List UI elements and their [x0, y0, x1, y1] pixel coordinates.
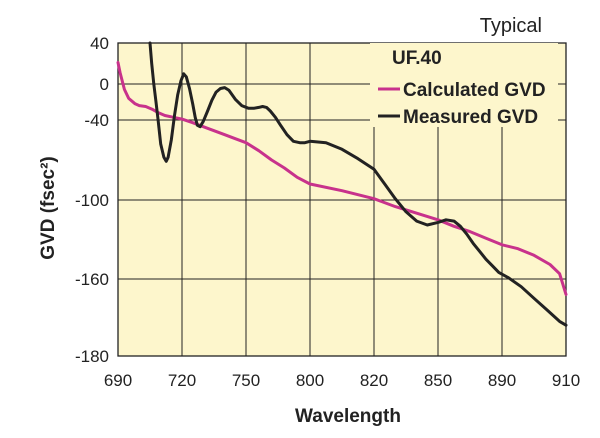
legend-label-calculated: Calculated GVD — [403, 80, 546, 101]
x-tick-label: 850 — [424, 371, 452, 390]
x-tick-label: 910 — [552, 371, 580, 390]
measured-gvd-line — [148, 41, 568, 327]
y-axis-title: GVD (fsec²) — [38, 156, 59, 259]
y-tick-label: 0 — [100, 75, 109, 94]
x-axis-title: Wavelength — [295, 406, 401, 427]
calculated-gvd-line — [116, 61, 568, 296]
x-tick-label: 890 — [488, 371, 516, 390]
y-tick-label: -100 — [75, 191, 109, 210]
plot-frame — [117, 42, 567, 357]
series-layer — [116, 41, 568, 327]
legend-title: UF.40 — [392, 48, 442, 69]
legend-background — [370, 43, 558, 127]
legend-label-measured: Measured GVD — [403, 107, 538, 128]
y-tick-label: -160 — [75, 270, 109, 289]
y-tick-label: 40 — [90, 34, 109, 53]
y-tick-label: -180 — [75, 347, 109, 366]
x-tick-label: 750 — [232, 371, 260, 390]
y-tick-label: -40 — [84, 111, 109, 130]
x-tick-label: 720 — [168, 371, 196, 390]
x-tick-label: 820 — [360, 371, 388, 390]
x-tick-label: 800 — [296, 371, 324, 390]
legend: UF.40 Calculated GVD Measured GVD — [370, 43, 558, 128]
x-tick-label: 690 — [104, 371, 132, 390]
chart-corner-note: Typical — [480, 15, 542, 37]
tick-labels: 690 720 750 800 820 850 890 910 40 0 -40 -100 -160 -1… — [75, 34, 580, 390]
